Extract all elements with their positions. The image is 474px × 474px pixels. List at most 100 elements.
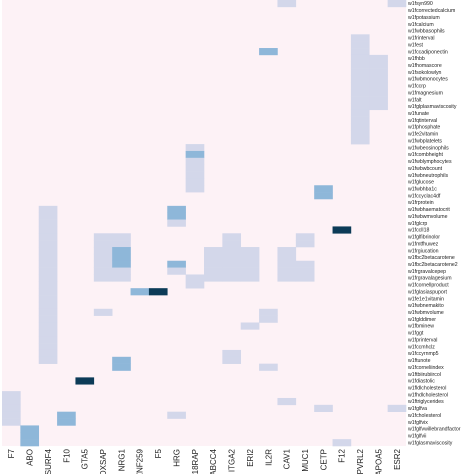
heatmap-cell-hrg-55 (167, 219, 186, 227)
heatmap-cell-cav1-93 (277, 247, 297, 255)
heatmap-cell-surf4-29 (38, 349, 58, 358)
row-label: w1fglfvwillebrandfactor (408, 427, 461, 433)
heatmap-cell-c18rap-60 (185, 150, 205, 159)
heatmap-cell-surf4-24 (38, 315, 58, 323)
row-label: w1fsokolowlyn (408, 70, 442, 76)
heatmap-cell-dxsap-38 (93, 260, 113, 268)
heatmap-cell-pvrl2-120 (350, 109, 370, 117)
heatmap-cell-cav1-97 (277, 274, 297, 282)
heatmap-cell-abo-7 (20, 439, 40, 447)
row-label: w1frinterval (408, 36, 435, 42)
heatmap-cell-pvrl2-110 (350, 41, 370, 49)
heatmap-cell-f12-108 (332, 439, 352, 447)
heatmap-cell-surf4-14 (38, 247, 58, 255)
row-label: w1fwbplatelets (408, 138, 442, 144)
row-label: w1fcorneliindex (408, 365, 444, 371)
heatmap-cell-hrg-56 (167, 260, 186, 268)
column-label: NRG1 (117, 448, 126, 471)
heatmap-cell-cetp-105 (314, 192, 333, 200)
heatmap-cell-nrg1-45 (112, 253, 131, 262)
heatmap-cell-itga2-80 (222, 349, 242, 358)
heatmap-cell-il2r-91 (259, 363, 278, 371)
heatmap-cell-c18rap-63 (185, 171, 205, 179)
row-label: w1frgravalagesium (408, 276, 452, 282)
column-label: F5 (154, 448, 163, 458)
heatmap-cell-pvrl2-123 (350, 130, 370, 138)
heatmap-cell-dxsap-41 (93, 308, 113, 316)
heatmap-cell-dxsap-37 (93, 253, 113, 262)
heatmap-cell-muc1-100 (295, 240, 315, 248)
row-label: w1fglplasmaviscosity (408, 104, 457, 110)
heatmap-cell-abcc4-68 (204, 247, 223, 255)
heatmap-cell-itga2-81 (222, 356, 242, 364)
row-label: w1frgravalcepep (408, 269, 446, 275)
row-label: w1fe2vitamin (408, 132, 438, 138)
row-label: w1funate (408, 111, 429, 117)
heatmap-cell-f5-52 (148, 288, 168, 296)
row-label: w1fwbneutrophils (408, 173, 448, 179)
heatmap-cell-surf4-13 (38, 240, 58, 248)
column-label: F7 (7, 448, 16, 458)
heatmap-cell-dxsap-35 (93, 240, 113, 248)
heatmap-background (2, 0, 406, 446)
heatmap-cell-abcc4-72 (204, 274, 223, 282)
row-label: w1fphosphate (408, 125, 440, 131)
column-label: ITGA2 (228, 448, 237, 472)
heatmap-cell-pvrl2-117 (350, 89, 370, 97)
row-label: w1fdiastolic (408, 379, 435, 385)
column-labels: F7 ABO SURF4 F10 GTA5 DXSAP NRG1 ZNF259 F5 HRG C18… (7, 448, 402, 474)
heatmap-cell-il2r-89 (259, 308, 278, 316)
heatmap-cell-eri2-84 (240, 260, 260, 268)
heatmap-cell-cetp-106 (314, 404, 333, 412)
row-label: w1fglasiaspuport (408, 289, 447, 295)
heatmap-cell-nrg1-42 (112, 233, 131, 241)
heatmap-cell-itga2-77 (222, 260, 242, 268)
row-label: w1fcornellproduct (408, 283, 449, 289)
row-label: w1ftbiirubiircol (408, 372, 441, 378)
heatmap-cell-nrg1-47 (112, 267, 131, 275)
heatmap-cell-apoa5-129 (369, 82, 388, 90)
heatmap-cell-pvrl2-109 (350, 34, 370, 42)
heatmap-cell-pvrl2-116 (350, 82, 370, 90)
heatmap-cell-apoa5-132 (369, 102, 388, 111)
heatmap-cell-surf4-16 (38, 260, 58, 268)
heatmap-cell-surf4-23 (38, 308, 58, 316)
heatmap-cell-surf4-18 (38, 274, 58, 282)
heatmap-cell-dxsap-34 (93, 233, 113, 241)
heatmap-cell-pvrl2-111 (350, 48, 370, 56)
heatmap-cell-eri2-87 (240, 322, 260, 330)
row-label: w1fglfva (408, 406, 427, 412)
heatmap-cell-muc1-102 (295, 267, 315, 275)
heatmap-cell-pvrl2-118 (350, 96, 370, 104)
row-label: w1fbc2betacarotene (408, 255, 455, 261)
row-label: w1frprotein (408, 200, 434, 206)
column-label: ABO (26, 449, 35, 466)
heatmap-cell-itga2-73 (222, 233, 242, 241)
heatmap-cell-surf4-30 (38, 356, 58, 364)
heatmap-cell-c18rap-62 (185, 164, 205, 172)
heatmap-cell-muc1-103 (295, 274, 315, 282)
heatmap-cell-esr2-133 (387, 0, 407, 8)
row-label: w1fccyrnmp5 (408, 351, 439, 357)
heatmap-cell-apoa5-130 (369, 89, 388, 97)
row-label: w1fglfvix (408, 420, 428, 426)
row-label: w1fwbmvolume (408, 310, 444, 316)
column-label: CETP (319, 449, 328, 470)
heatmap-cell-hrg-54 (167, 212, 186, 220)
heatmap-cell-cav1-98 (277, 397, 297, 406)
heatmap-cell-pvrl2-114 (350, 68, 370, 76)
heatmap-cell-pvrl2-115 (350, 75, 370, 83)
row-label: w1fcorrectedcalcium (408, 8, 455, 14)
row-label: w1ftunote (408, 358, 431, 364)
row-label: w1fwbhaematocrit (408, 207, 450, 213)
heatmap-cell-surf4-12 (38, 233, 58, 241)
heatmap-cell-c18rap-66 (185, 274, 205, 282)
heatmap-cell-surf4-25 (38, 322, 58, 330)
row-label: w1fccyclac4df (408, 193, 441, 199)
heatmap-cell-abo-6 (20, 432, 40, 440)
row-label: w1frgiucation (408, 248, 439, 254)
column-label: ABCC4 (209, 448, 218, 474)
heatmap-cell-muc1-99 (295, 233, 315, 241)
heatmap-cell-cetp-104 (314, 185, 333, 193)
